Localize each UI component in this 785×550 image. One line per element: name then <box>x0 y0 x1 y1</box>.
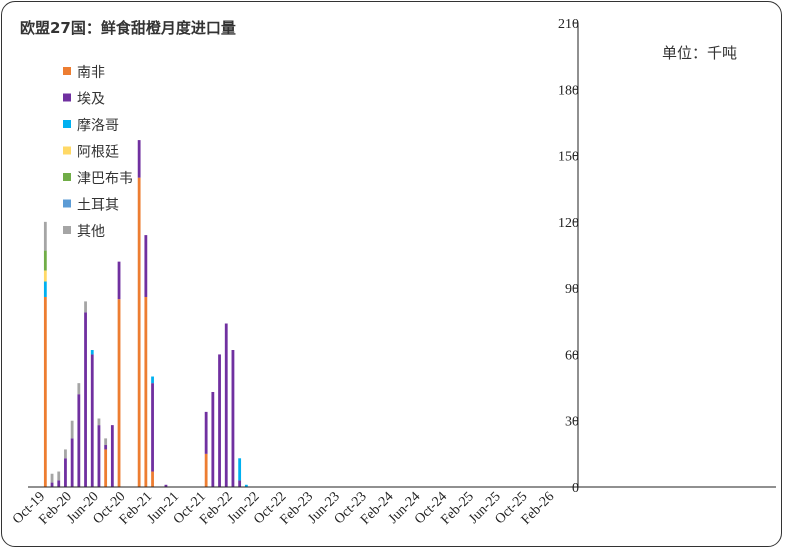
bar-segment-15-series-1 <box>144 235 148 297</box>
legend-label-1: 埃及 <box>77 92 105 108</box>
bar-segment-10-series-1 <box>110 425 114 487</box>
legend-label-2: 摩洛哥 <box>77 117 119 134</box>
bar-segment-14-series-0 <box>137 177 141 488</box>
chart-title: 欧盟27国：鲜食甜橙月度进口量 <box>20 19 236 37</box>
bar-segment-24-series-0 <box>204 453 208 487</box>
y-tick-label-150: 150 <box>558 150 579 165</box>
axes-layer: 0306090120150180210Oct-19Feb-20Jun-20Oct… <box>10 17 776 528</box>
bar-segment-7-series-2 <box>90 350 94 355</box>
legend-swatch-4 <box>63 173 71 181</box>
bar-segment-24-series-1 <box>204 411 208 454</box>
legend-swatch-0 <box>63 67 71 75</box>
bar-segment-18-series-1 <box>164 484 168 487</box>
y-tick-label-120: 120 <box>558 216 579 231</box>
bar-segment-16-series-0 <box>151 471 154 487</box>
bar-segment-9-series-1 <box>104 445 108 450</box>
y-tick-label-210: 210 <box>558 17 579 32</box>
bar-segment-1-series-6 <box>50 473 54 483</box>
y-tick-label-90: 90 <box>565 282 579 297</box>
bar-segment-5-series-6 <box>77 383 81 395</box>
bar-segment-1-series-1 <box>50 482 54 487</box>
bar-segment-0-series-3 <box>43 270 47 282</box>
legend-swatch-1 <box>63 93 71 102</box>
bar-segment-26-series-1 <box>218 354 221 487</box>
bars-layer <box>43 140 248 488</box>
bar-segment-9-series-0 <box>104 449 108 487</box>
y-tick-label-60: 60 <box>565 348 579 363</box>
bar-segment-25-series-1 <box>211 391 215 487</box>
bar-segment-16-series-2 <box>151 376 154 384</box>
bar-segment-27-series-1 <box>224 323 228 487</box>
bar-segment-4-series-1 <box>70 438 74 487</box>
bar-segment-3-series-1 <box>64 458 67 487</box>
bar-segment-0-series-6 <box>43 221 47 251</box>
bar-segment-5-series-1 <box>77 394 81 487</box>
bar-segment-4-series-6 <box>70 420 74 439</box>
bar-segment-16-series-1 <box>151 383 154 472</box>
legend-swatch-5 <box>63 199 71 208</box>
y-tick-label-180: 180 <box>558 83 579 98</box>
bar-segment-28-series-1 <box>231 350 235 487</box>
legend-swatch-2 <box>63 120 71 128</box>
bar-segment-14-series-1 <box>137 140 141 178</box>
legend-label-3: 阿根廷 <box>77 145 119 161</box>
legend-label-6: 其他 <box>77 224 105 240</box>
bar-segment-7-series-1 <box>90 354 94 487</box>
bar-segment-29-series-1 <box>238 480 242 487</box>
bar-segment-29-series-2 <box>238 458 242 481</box>
bar-segment-11-series-1 <box>117 261 121 300</box>
unit-label: 单位：千吨 <box>662 44 737 62</box>
legend-label-5: 土耳其 <box>77 198 119 214</box>
bar-segment-3-series-6 <box>64 449 67 459</box>
legend-swatch-3 <box>63 146 71 155</box>
bar-segment-30-series-2 <box>244 484 248 487</box>
bar-segment-6-series-6 <box>84 301 87 313</box>
bar-segment-6-series-1 <box>84 312 87 487</box>
bar-segment-0-series-2 <box>43 281 47 297</box>
legend-swatch-6 <box>63 226 71 234</box>
y-tick-label-30: 30 <box>565 415 579 430</box>
bar-segment-2-series-6 <box>57 471 61 481</box>
legend-label-0: 南非 <box>77 65 105 81</box>
bar-segment-8-series-6 <box>97 418 101 426</box>
bar-segment-9-series-6 <box>104 438 108 446</box>
bar-segment-2-series-1 <box>57 480 61 487</box>
bar-segment-15-series-0 <box>144 296 148 487</box>
bar-segment-8-series-1 <box>97 425 101 487</box>
bar-segment-0-series-0 <box>43 296 47 487</box>
bar-segment-11-series-0 <box>117 299 121 487</box>
bar-segment-0-series-4 <box>43 250 47 271</box>
y-tick-label-0: 0 <box>572 481 579 496</box>
legend-label-4: 津巴布韦 <box>77 171 133 187</box>
